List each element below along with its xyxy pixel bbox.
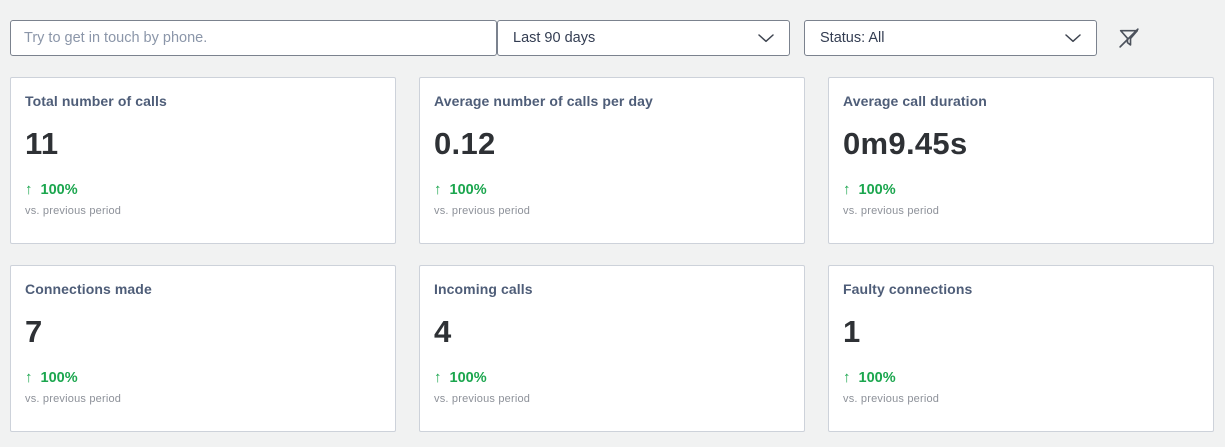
card-trend: ↑ 100% bbox=[434, 369, 790, 387]
card-value: 1 bbox=[843, 314, 861, 349]
chevron-down-icon bbox=[1065, 33, 1081, 43]
card-caption: vs. previous period bbox=[434, 393, 531, 405]
card-title: Faulty connections bbox=[843, 281, 973, 297]
card-value: 4 bbox=[434, 314, 452, 349]
card-trend: ↑ 100% bbox=[843, 369, 1199, 387]
arrow-up-icon: ↑ bbox=[843, 181, 851, 198]
card-trend: ↑ 100% bbox=[25, 369, 381, 387]
card-title: Total number of calls bbox=[25, 93, 167, 109]
arrow-up-icon: ↑ bbox=[25, 369, 33, 386]
card-title: Connections made bbox=[25, 281, 152, 297]
clear-filters-button[interactable] bbox=[1114, 23, 1144, 53]
arrow-up-icon: ↑ bbox=[843, 369, 851, 386]
card-trend: ↑ 100% bbox=[434, 181, 790, 199]
card-value: 7 bbox=[25, 314, 43, 349]
filter-off-icon bbox=[1116, 25, 1142, 51]
card-trend: ↑ 100% bbox=[25, 181, 381, 199]
card-value: 11 bbox=[25, 126, 59, 161]
card-caption: vs. previous period bbox=[843, 205, 940, 217]
trend-percent: 100% bbox=[40, 182, 78, 198]
card-value: 0m9.45s bbox=[843, 126, 968, 161]
arrow-up-icon: ↑ bbox=[25, 181, 33, 198]
chevron-down-icon bbox=[758, 33, 774, 43]
card-caption: vs. previous period bbox=[434, 205, 531, 217]
status-dropdown-value: Status: All bbox=[820, 30, 885, 46]
card-average-call-duration: Average call duration 0m9.45s ↑ 100% vs.… bbox=[828, 77, 1214, 244]
trend-percent: 100% bbox=[858, 182, 896, 198]
card-total-number-of-calls: Total number of calls 11 ↑ 100% vs. prev… bbox=[10, 77, 396, 244]
card-title: Average call duration bbox=[843, 93, 987, 109]
card-caption: vs. previous period bbox=[25, 393, 122, 405]
card-incoming-calls: Incoming calls 4 ↑ 100% vs. previous per… bbox=[419, 265, 805, 432]
filter-toolbar: Last 90 days Status: All bbox=[10, 20, 1215, 56]
card-faulty-connections: Faulty connections 1 ↑ 100% vs. previous… bbox=[828, 265, 1214, 432]
status-dropdown[interactable]: Status: All bbox=[804, 20, 1097, 56]
kpi-cards-grid: Total number of calls 11 ↑ 100% vs. prev… bbox=[10, 77, 1214, 432]
arrow-up-icon: ↑ bbox=[434, 369, 442, 386]
date-range-dropdown-value: Last 90 days bbox=[513, 30, 596, 46]
trend-percent: 100% bbox=[858, 370, 896, 386]
trend-percent: 100% bbox=[40, 370, 78, 386]
arrow-up-icon: ↑ bbox=[434, 181, 442, 198]
card-caption: vs. previous period bbox=[25, 205, 122, 217]
date-range-dropdown[interactable]: Last 90 days bbox=[497, 20, 790, 56]
trend-percent: 100% bbox=[449, 182, 487, 198]
card-caption: vs. previous period bbox=[843, 393, 940, 405]
trend-percent: 100% bbox=[449, 370, 487, 386]
card-connections-made: Connections made 7 ↑ 100% vs. previous p… bbox=[10, 265, 396, 432]
card-title: Incoming calls bbox=[434, 281, 533, 297]
card-trend: ↑ 100% bbox=[843, 181, 1199, 199]
card-value: 0.12 bbox=[434, 126, 496, 161]
search-input[interactable] bbox=[10, 20, 497, 56]
card-title: Average number of calls per day bbox=[434, 93, 653, 109]
card-average-calls-per-day: Average number of calls per day 0.12 ↑ 1… bbox=[419, 77, 805, 244]
